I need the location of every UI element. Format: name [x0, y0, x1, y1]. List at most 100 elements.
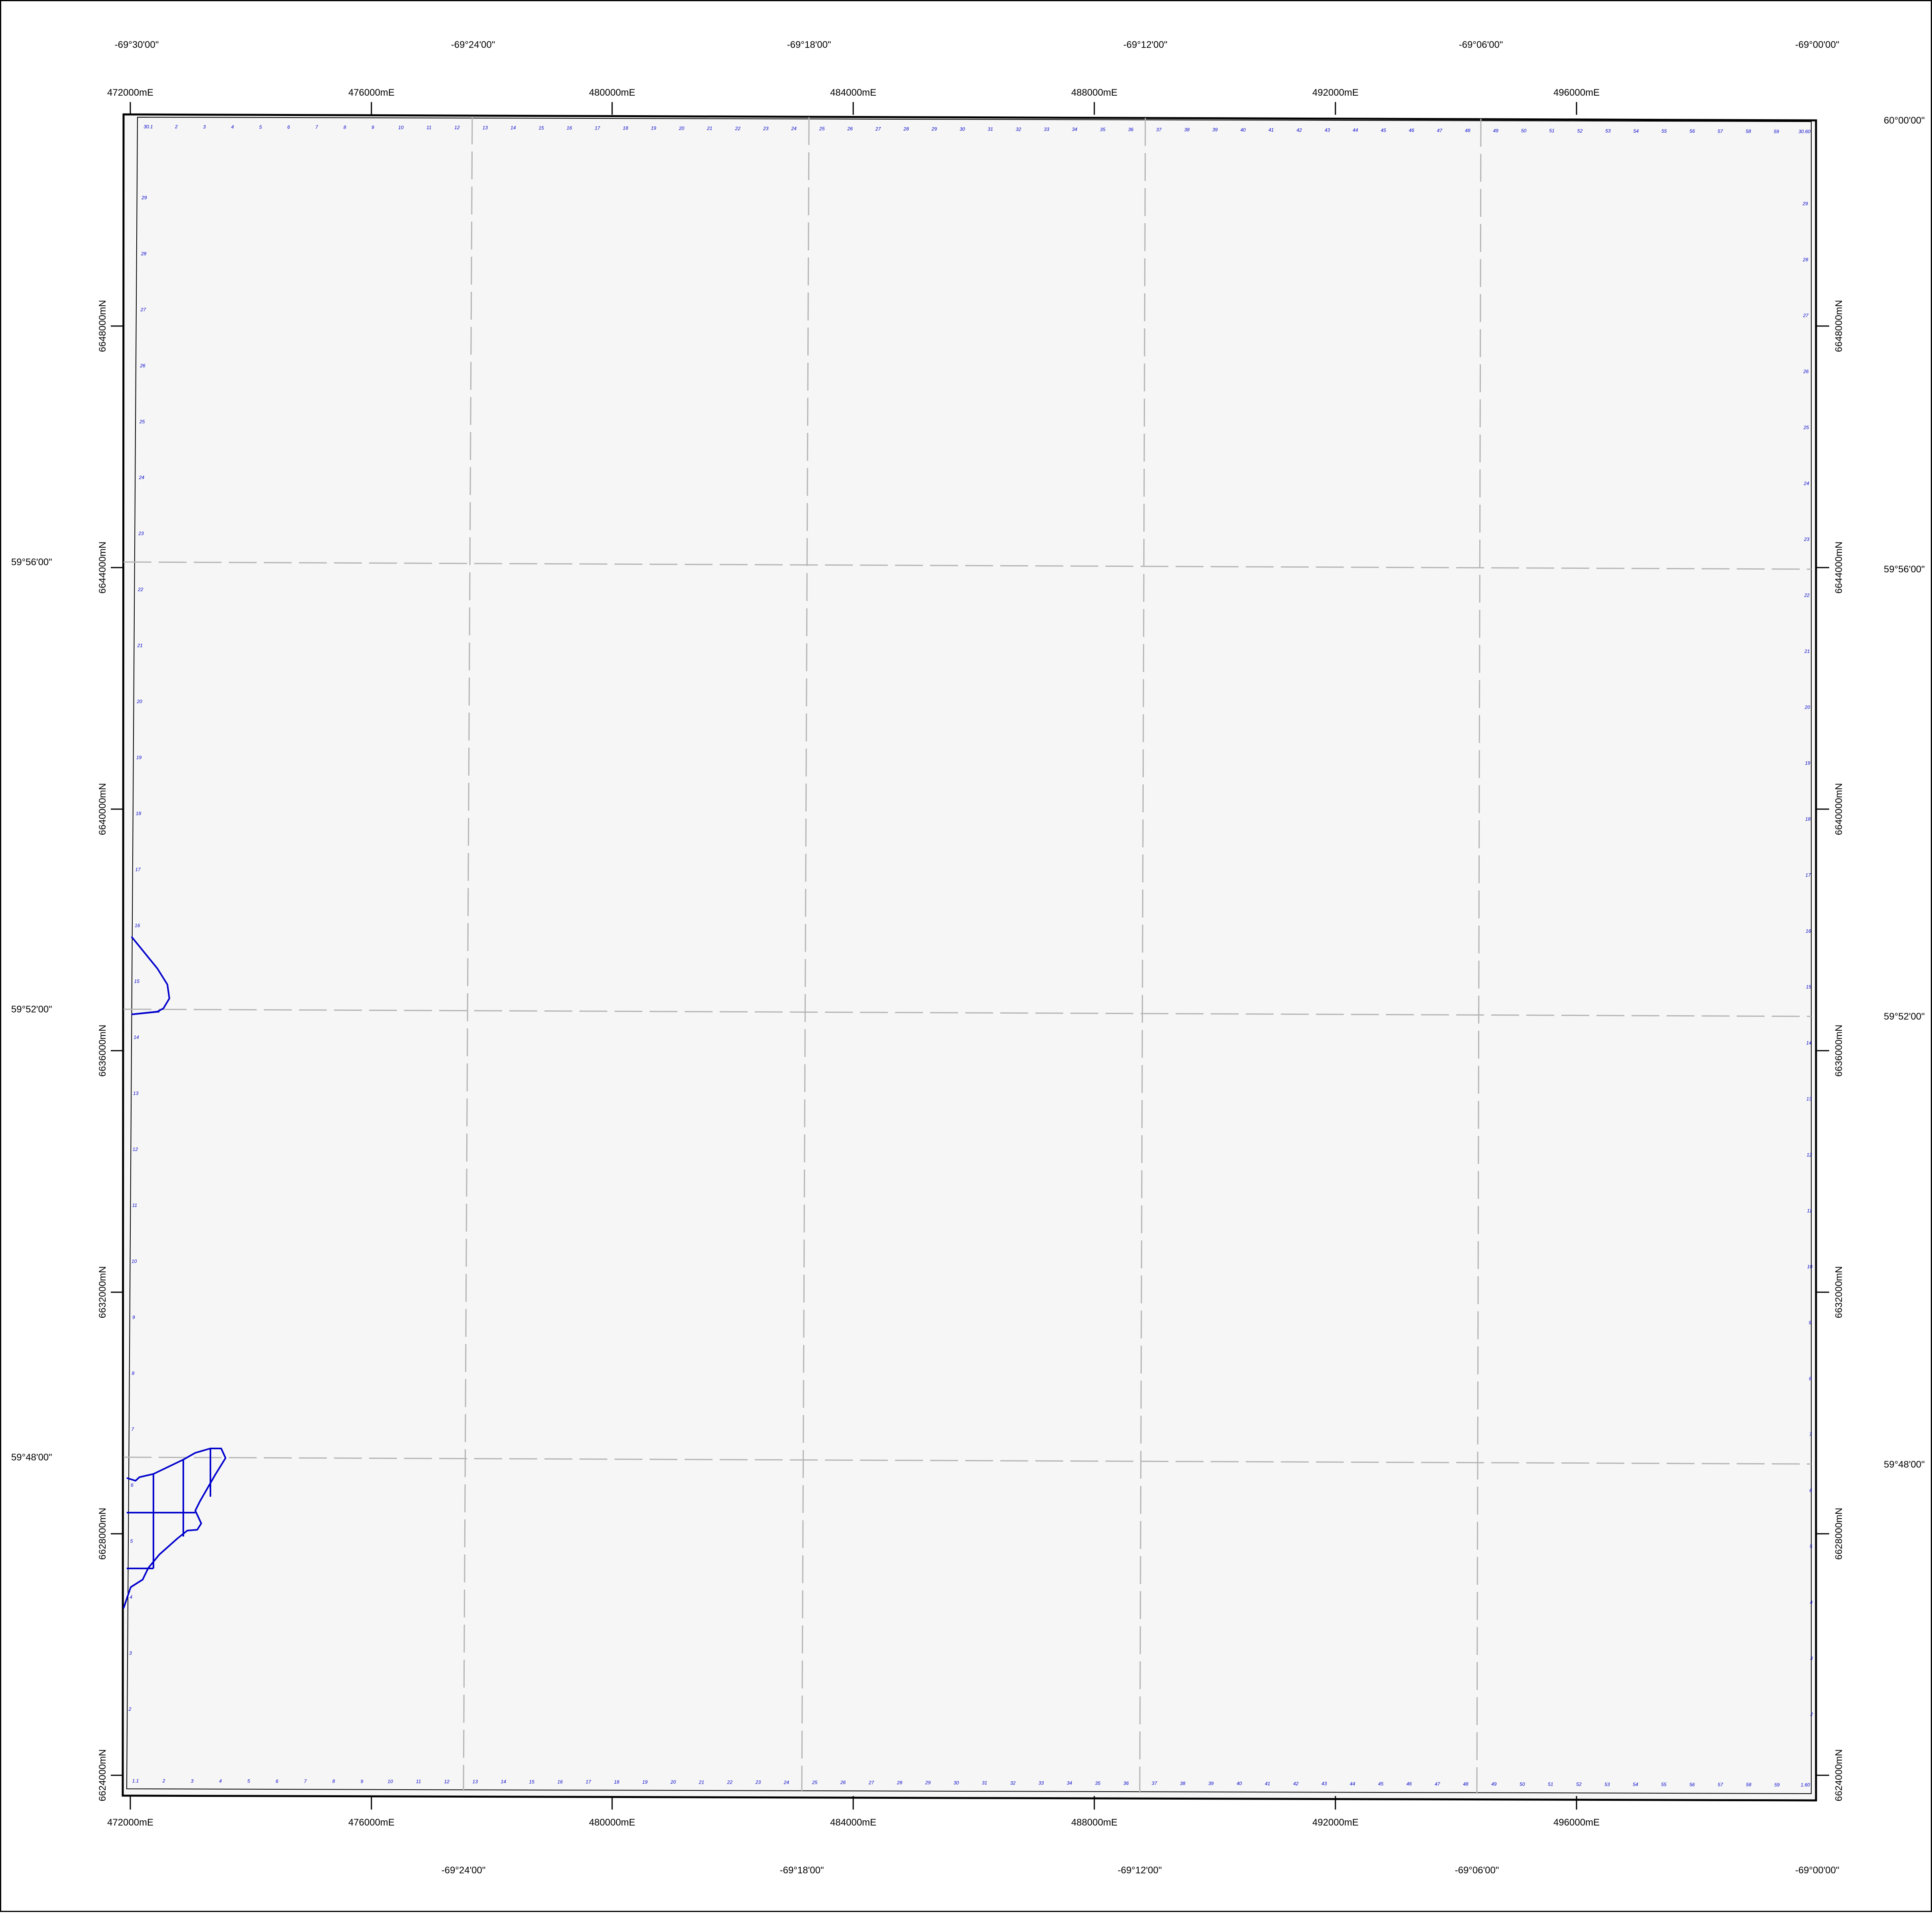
bottom-cell-number: 2 — [162, 1778, 165, 1784]
top-cell-number: 24 — [791, 126, 797, 132]
bottom-cell-number: 39 — [1208, 1780, 1214, 1786]
left-northing-label: 6624000mN — [97, 1749, 108, 1802]
top-cell-number: 39 — [1212, 127, 1218, 133]
right-cell-number: 26 — [1803, 369, 1809, 374]
bottom-longitude-label: -69°18'00" — [780, 1865, 824, 1876]
right-cell-number: 10 — [1807, 1264, 1813, 1269]
bottom-cell-number: 11 — [416, 1779, 421, 1784]
left-cell-number: 14 — [134, 1035, 139, 1040]
top-cell-number: 34 — [1072, 127, 1078, 132]
top-easting-label: 488000mE — [1071, 87, 1117, 98]
right-cell-number: 25 — [1803, 424, 1809, 430]
top-cell-number: 45 — [1381, 128, 1386, 133]
bottom-cell-number: 15 — [529, 1779, 535, 1784]
top-cell-number: 52 — [1577, 128, 1583, 134]
left-latitude-label: 59°56'00" — [11, 557, 52, 568]
bottom-easting-label: 480000mE — [589, 1817, 635, 1828]
top-cell-number: 29 — [931, 126, 937, 132]
top-cell-number: 41 — [1268, 127, 1274, 133]
bottom-cell-number: 32 — [1010, 1780, 1016, 1786]
top-cell-number: 47 — [1437, 128, 1443, 133]
left-cell-number: 16 — [135, 923, 140, 928]
left-cell-number: 23 — [138, 531, 144, 536]
right-northing-label: 6636000mN — [1834, 1025, 1844, 1077]
top-cell-number: 22 — [735, 126, 741, 131]
left-cell-number: 29 — [141, 195, 147, 200]
top-cell-number: 15 — [538, 125, 544, 131]
bottom-cell-number: 51 — [1548, 1781, 1553, 1787]
top-cell-number: 23 — [763, 126, 769, 131]
bottom-easting-label: 492000mE — [1312, 1817, 1359, 1828]
bottom-cell-number: 26 — [840, 1780, 846, 1785]
right-northing-label: 6644000mN — [1834, 542, 1844, 594]
bottom-cell-number: 38 — [1180, 1780, 1186, 1786]
bottom-cell-number: 30 — [954, 1780, 959, 1786]
bottom-cell-number: 25 — [812, 1780, 818, 1785]
left-cell-number: 20 — [136, 699, 142, 704]
left-cell-number: 22 — [137, 587, 143, 592]
bottom-cell-number: 19 — [642, 1779, 648, 1785]
map-face — [123, 114, 1816, 1800]
bottom-cell-number: 8 — [332, 1778, 335, 1784]
bottom-cell-number: 24 — [783, 1780, 789, 1785]
top-easting-label: 492000mE — [1312, 87, 1359, 98]
bottom-cell-number: 29 — [925, 1780, 931, 1786]
bottom-cell-number: 10 — [387, 1779, 393, 1784]
left-cell-number: 27 — [140, 307, 147, 312]
left-cell-number: 18 — [136, 811, 141, 816]
left-cell-number: 12 — [133, 1147, 138, 1152]
bottom-cell-number: 1.1 — [132, 1778, 139, 1784]
bottom-cell-number: 14 — [501, 1779, 507, 1784]
left-northing-label: 6636000mN — [97, 1025, 108, 1077]
bottom-longitude-label: -69°00'00" — [1795, 1865, 1840, 1876]
top-longitude-label: -69°06'00" — [1459, 39, 1503, 50]
bottom-easting-label: 472000mE — [107, 1817, 153, 1828]
top-cell-number: 42 — [1296, 127, 1302, 133]
top-longitude-label: -69°24'00" — [451, 39, 495, 50]
right-cell-number: 27 — [1803, 313, 1809, 318]
bottom-cell-number: 9 — [361, 1778, 363, 1784]
left-latitude-label: 59°48'00" — [11, 1452, 52, 1463]
left-cell-number: 3 — [129, 1651, 132, 1656]
top-cell-number: 32 — [1016, 126, 1021, 132]
bottom-easting-label: 484000mE — [830, 1817, 876, 1828]
right-latitude-label: 59°48'00" — [1884, 1459, 1925, 1470]
bottom-cell-number: 42 — [1293, 1781, 1299, 1786]
right-cell-number: 3 — [1810, 1656, 1813, 1661]
top-cell-number: 17 — [595, 125, 601, 131]
top-easting-label: 480000mE — [589, 87, 635, 98]
bottom-cell-number: 47 — [1435, 1781, 1441, 1787]
bottom-cell-number: 28 — [897, 1780, 903, 1786]
bottom-cell-number: 58 — [1746, 1782, 1751, 1788]
bottom-cell-number: 23 — [755, 1780, 761, 1785]
top-longitude-label: -69°18'00" — [787, 39, 831, 50]
top-cell-number: 16 — [567, 125, 572, 131]
top-cell-number: 2 — [175, 124, 178, 130]
bottom-cell-number: 52 — [1576, 1782, 1582, 1787]
top-cell-number: 30 — [960, 126, 965, 132]
right-cell-number: 4 — [1810, 1600, 1812, 1605]
bottom-cell-number: 36 — [1123, 1780, 1129, 1786]
left-cell-number: 24 — [139, 475, 145, 480]
bottom-cell-number: 3 — [191, 1778, 194, 1784]
left-cell-number: 26 — [139, 363, 145, 368]
right-cell-number: 16 — [1806, 928, 1811, 934]
top-easting-label: 472000mE — [107, 87, 153, 98]
bottom-cell-number: 59 — [1774, 1782, 1780, 1788]
top-cell-number: 4 — [231, 124, 234, 130]
top-cell-number: 28 — [903, 126, 909, 132]
right-cell-number: 8 — [1809, 1376, 1812, 1381]
top-cell-number: 13 — [483, 125, 488, 130]
bottom-cell-number: 44 — [1350, 1781, 1355, 1786]
top-cell-number: 25 — [819, 126, 825, 132]
top-cell-number: 38 — [1184, 127, 1190, 133]
left-northing-label: 6640000mN — [97, 783, 108, 835]
top-easting-label: 496000mE — [1553, 87, 1600, 98]
bottom-longitude-label: -69°06'00" — [1455, 1865, 1499, 1876]
bottom-cell-number: 18 — [614, 1779, 620, 1785]
top-cell-number: 53 — [1605, 128, 1611, 134]
top-cell-number: 14 — [510, 125, 516, 131]
top-cell-number: 49 — [1493, 128, 1498, 134]
right-cell-number: 21 — [1804, 648, 1810, 654]
